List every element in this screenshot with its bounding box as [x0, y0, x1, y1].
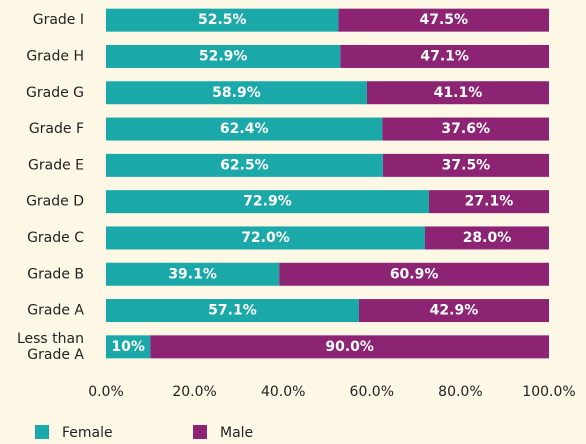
bar-segment: [106, 8, 339, 32]
y-tick-label: Grade I: [33, 12, 84, 28]
value-label: 60.9%: [390, 266, 439, 282]
y-tick-label: Less than Grade A: [17, 331, 84, 363]
value-label: 47.1%: [420, 48, 469, 64]
value-label: 28.0%: [463, 230, 512, 246]
y-tick-label: Grade H: [26, 48, 84, 64]
value-label: 52.5%: [198, 12, 247, 28]
bar-segment: [150, 335, 550, 359]
bar-segment: [428, 190, 549, 214]
x-tick-label: 60.0%: [350, 384, 394, 400]
value-label: 72.9%: [243, 194, 292, 210]
x-tick-label: 20.0%: [172, 384, 216, 400]
bar-segment: [340, 44, 549, 68]
value-label: 27.1%: [465, 194, 514, 210]
value-label: 72.0%: [241, 230, 290, 246]
bar-segment: [424, 226, 549, 250]
value-label: 58.9%: [212, 85, 261, 101]
bar-segment: [106, 335, 151, 359]
value-label: 90.0%: [325, 339, 374, 355]
value-label: 41.1%: [434, 85, 483, 101]
value-label: 37.6%: [441, 121, 490, 137]
bar-segment: [382, 117, 549, 141]
bar-segment: [106, 81, 367, 105]
legend-label: Male: [220, 425, 253, 441]
bar-segment: [106, 262, 280, 286]
x-tick-label: 100.0%: [522, 384, 575, 400]
bar-segment: [366, 81, 549, 105]
x-tick-label: 40.0%: [261, 384, 305, 400]
y-tick-label: Grade E: [28, 157, 84, 173]
bar-segment: [106, 44, 341, 68]
value-label: 62.4%: [220, 121, 269, 137]
y-tick-label: Grade D: [26, 194, 84, 210]
bar-segment: [106, 190, 429, 214]
value-label: 37.5%: [442, 157, 491, 173]
x-tick-label: 0.0%: [88, 384, 124, 400]
bar-segment: [106, 299, 359, 323]
y-tick-label: Grade G: [26, 85, 84, 101]
bar-segment: [279, 262, 549, 286]
value-label: 42.9%: [430, 303, 479, 319]
value-label: 39.1%: [168, 266, 217, 282]
x-tick-label: 80.0%: [438, 384, 482, 400]
legend-swatch: [193, 425, 207, 439]
value-label: 10%: [111, 339, 145, 355]
y-tick-label: Grade C: [27, 230, 84, 246]
bar-segment: [106, 226, 425, 250]
bar-segment: [382, 153, 549, 177]
bar-segment: [106, 153, 383, 177]
legend-swatch: [35, 425, 49, 439]
value-label: 52.9%: [199, 48, 248, 64]
value-label: 57.1%: [208, 303, 257, 319]
y-tick-label: Grade B: [27, 266, 84, 282]
value-label: 62.5%: [220, 157, 269, 173]
legend-label: Female: [62, 425, 113, 441]
bar-segment: [106, 117, 383, 141]
bar-segment: [338, 8, 549, 32]
y-tick-label: Grade A: [27, 303, 84, 319]
bar-segment: [358, 299, 549, 323]
y-tick-label: Grade F: [29, 121, 84, 137]
value-label: 47.5%: [419, 12, 468, 28]
